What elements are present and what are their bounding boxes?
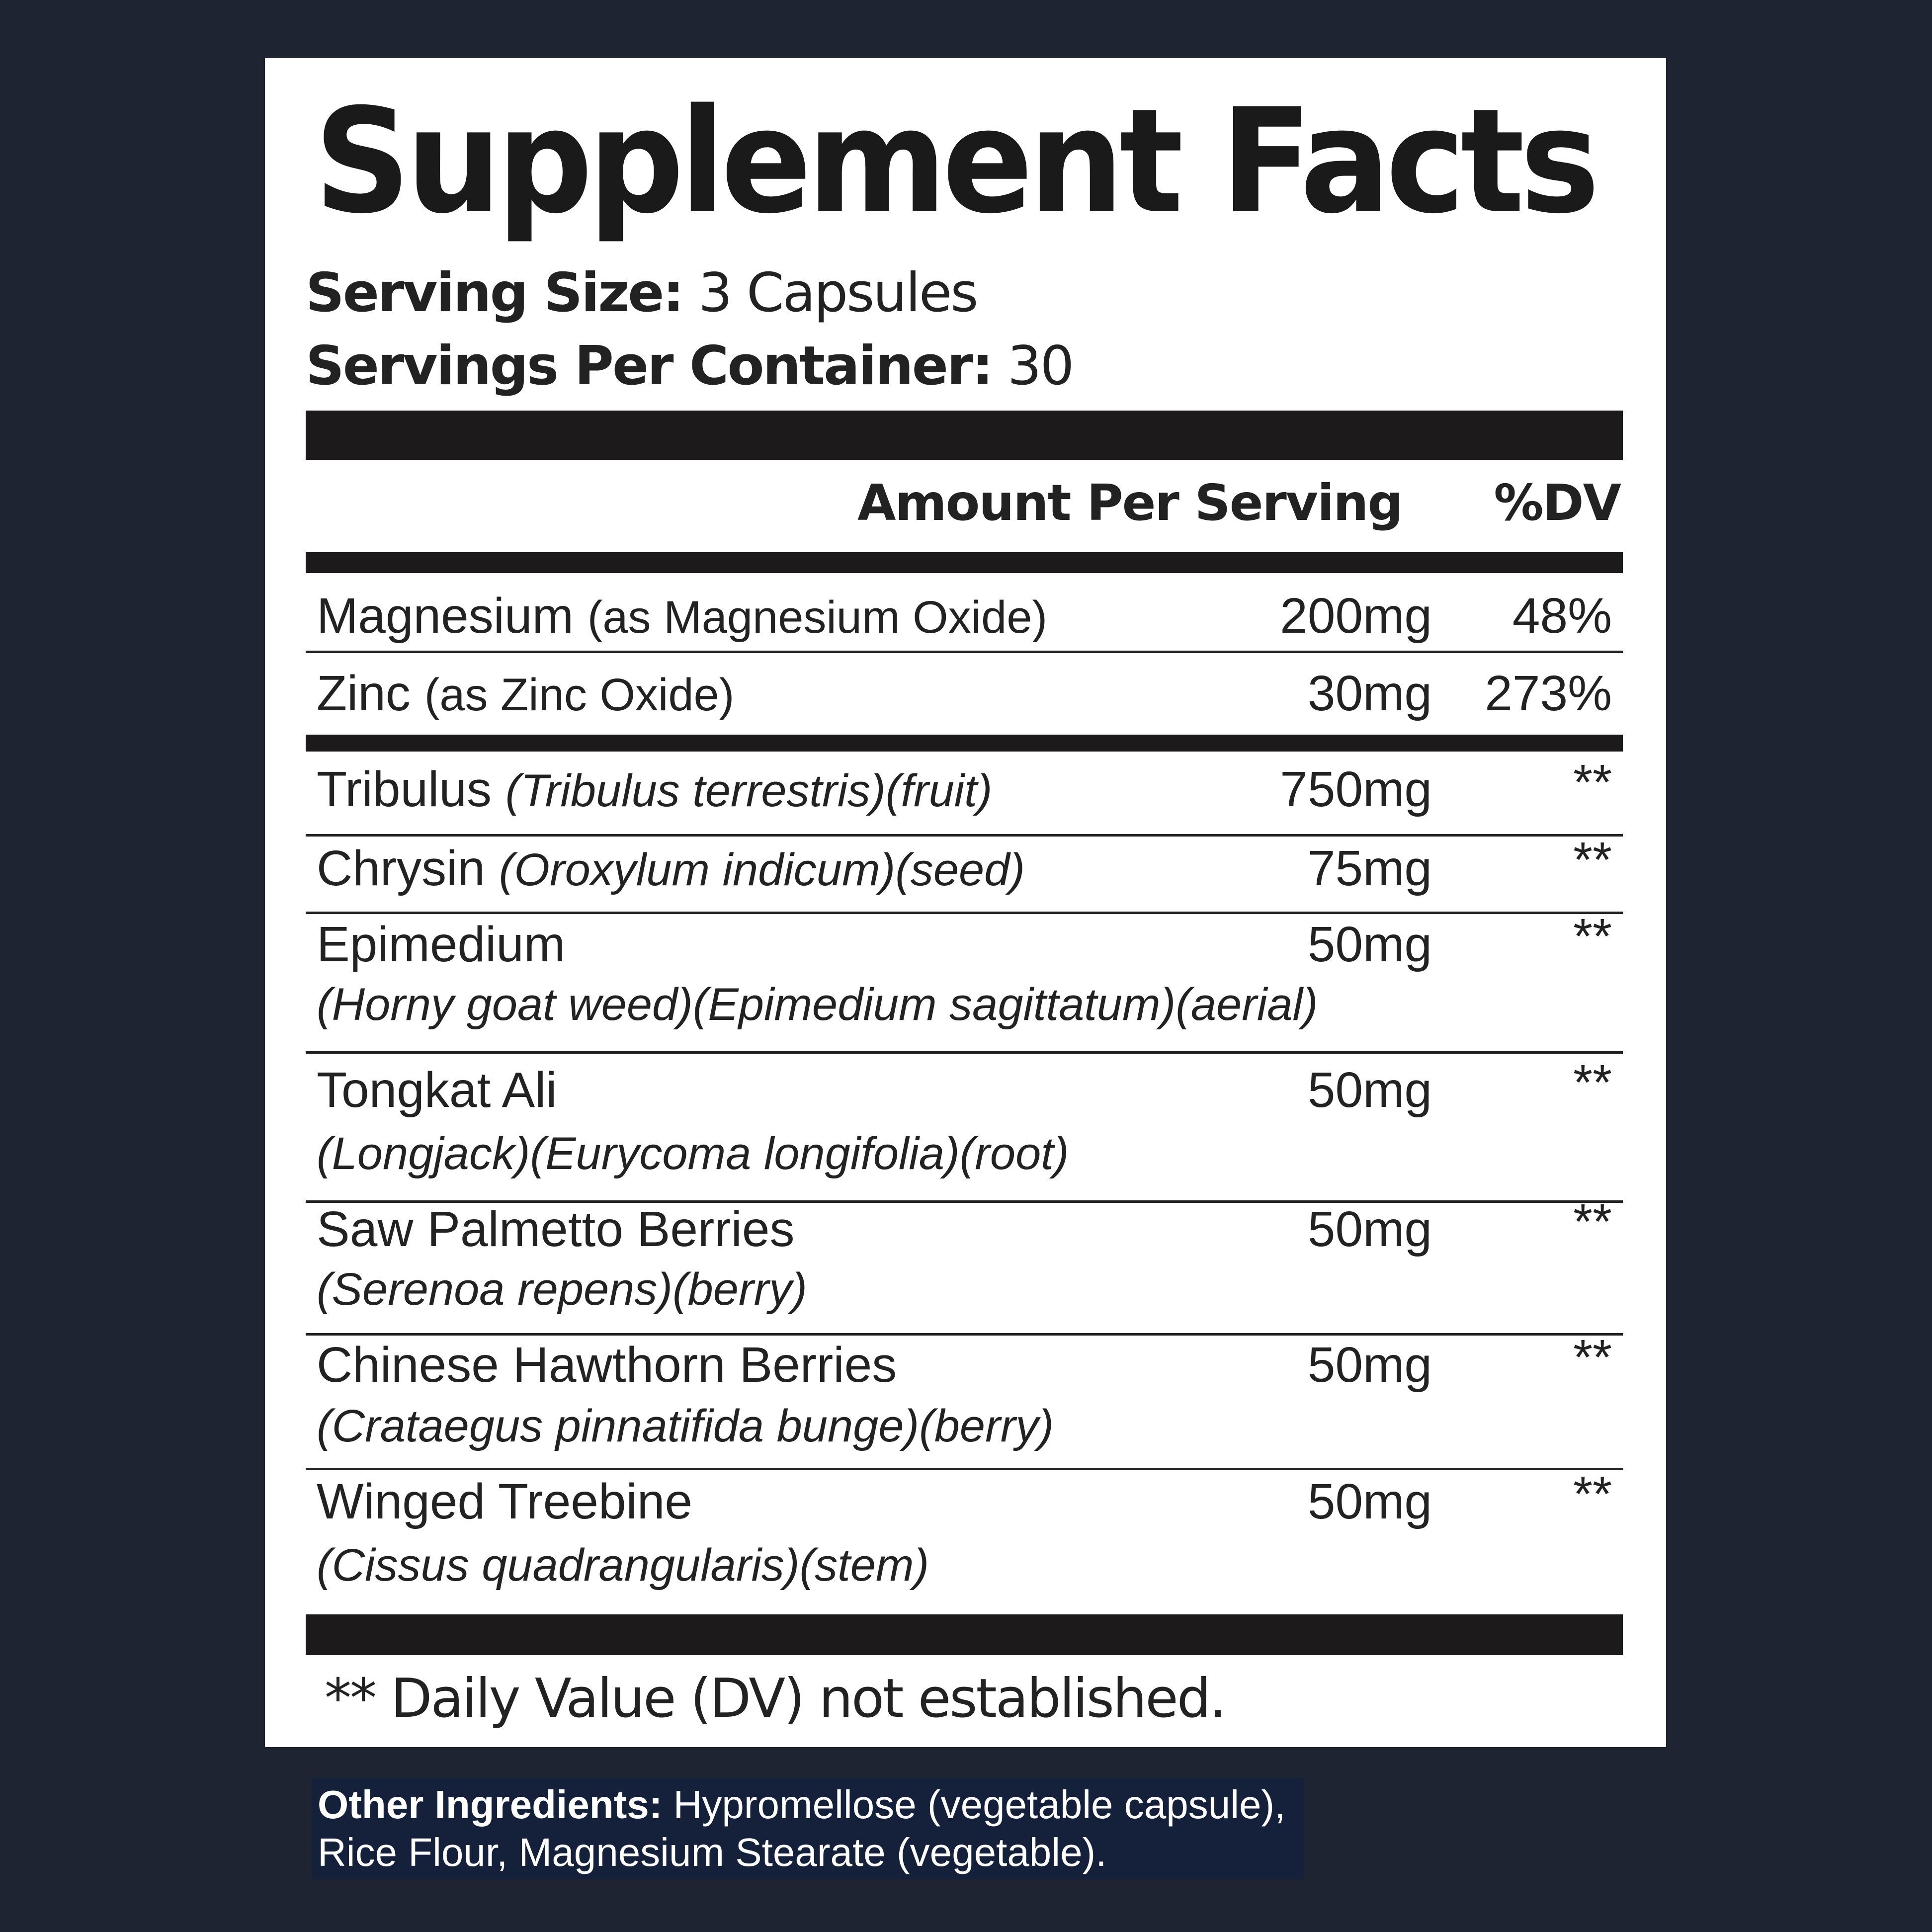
row-amount: 50mg xyxy=(1307,1474,1432,1529)
row-divider xyxy=(306,1200,1623,1203)
row-dv: ** xyxy=(1573,1466,1612,1522)
servings-per-container: Servings Per Container: 30 xyxy=(306,335,1074,397)
divider-bar xyxy=(306,735,1623,752)
row-amount: 75mg xyxy=(1307,840,1432,896)
row-dv: 48% xyxy=(1512,588,1612,644)
row-dv: ** xyxy=(1573,1330,1612,1385)
title: Supplement Facts xyxy=(314,78,1600,246)
row-dv: ** xyxy=(1573,832,1612,888)
serving-size-value: 3 Capsules xyxy=(698,262,979,324)
row-dv: ** xyxy=(1573,1055,1612,1110)
row-name: Chrysin (Oroxylum indicum)(seed) xyxy=(317,840,1025,896)
row-amount: 50mg xyxy=(1307,1062,1432,1118)
row-amount: 50mg xyxy=(1307,1337,1432,1393)
row-name: Zinc (as Zinc Oxide) xyxy=(317,666,735,721)
serving-size-label: Serving Size: xyxy=(306,262,684,324)
other-ingredients-line1: Hypromellose (vegetable capsule), xyxy=(673,1782,1286,1827)
amount-header: Amount Per Serving xyxy=(857,474,1403,532)
divider-bar xyxy=(306,1614,1623,1655)
row-amount: 200mg xyxy=(1280,588,1432,644)
servings-per-container-label: Servings Per Container: xyxy=(306,335,994,397)
row-dv: 273% xyxy=(1485,666,1612,721)
row-name: Epimedium xyxy=(317,917,566,972)
row-name: Chinese Hawthorn Berries xyxy=(317,1337,897,1393)
row-detail: (Cissus quadrangularis)(stem) xyxy=(317,1540,929,1591)
row-detail: (Longjack)(Eurycoma longifolia)(root) xyxy=(317,1128,1069,1179)
row-divider xyxy=(306,834,1623,837)
footnote: ** Daily Value (DV) not established. xyxy=(325,1668,1227,1730)
row-dv: ** xyxy=(1573,1194,1612,1250)
divider-bar xyxy=(306,411,1623,460)
other-ingredients-label: Other Ingredients: xyxy=(318,1782,663,1827)
row-divider xyxy=(306,1468,1623,1470)
row-detail: (Serenoa repens)(berry) xyxy=(317,1264,807,1315)
row-divider xyxy=(306,651,1623,653)
row-detail: (Horny goat weed)(Epimedium sagittatum)(… xyxy=(317,979,1318,1030)
other-ingredients: Other Ingredients: Hypromellose (vegetab… xyxy=(312,1778,1304,1879)
row-detail: (Crataegus pinnatifida bunge)(berry) xyxy=(317,1401,1054,1451)
servings-per-container-value: 30 xyxy=(1007,335,1074,397)
row-amount: 50mg xyxy=(1307,1201,1432,1257)
row-divider xyxy=(306,912,1623,914)
row-dv: ** xyxy=(1573,755,1612,810)
divider-bar xyxy=(306,552,1623,573)
serving-size: Serving Size: 3 Capsules xyxy=(306,262,979,324)
row-divider xyxy=(306,1051,1623,1054)
row-name: Magnesium (as Magnesium Oxide) xyxy=(317,588,1048,644)
row-amount: 50mg xyxy=(1307,917,1432,972)
row-name: Winged Treebine xyxy=(317,1474,693,1529)
row-name: Tribulus (Tribulus terrestris)(fruit) xyxy=(317,761,993,817)
row-amount: 750mg xyxy=(1280,761,1432,817)
row-divider xyxy=(306,1333,1623,1336)
other-ingredients-line2: Rice Flour, Magnesium Stearate (vegetabl… xyxy=(318,1830,1107,1874)
supplement-facts-panel: Supplement Facts Serving Size: 3 Capsule… xyxy=(265,58,1666,1747)
row-amount: 30mg xyxy=(1307,666,1432,721)
row-name: Tongkat Ali xyxy=(317,1062,557,1118)
dv-header: %DV xyxy=(1494,474,1621,532)
row-name: Saw Palmetto Berries xyxy=(317,1201,795,1257)
row-dv: ** xyxy=(1573,909,1612,964)
